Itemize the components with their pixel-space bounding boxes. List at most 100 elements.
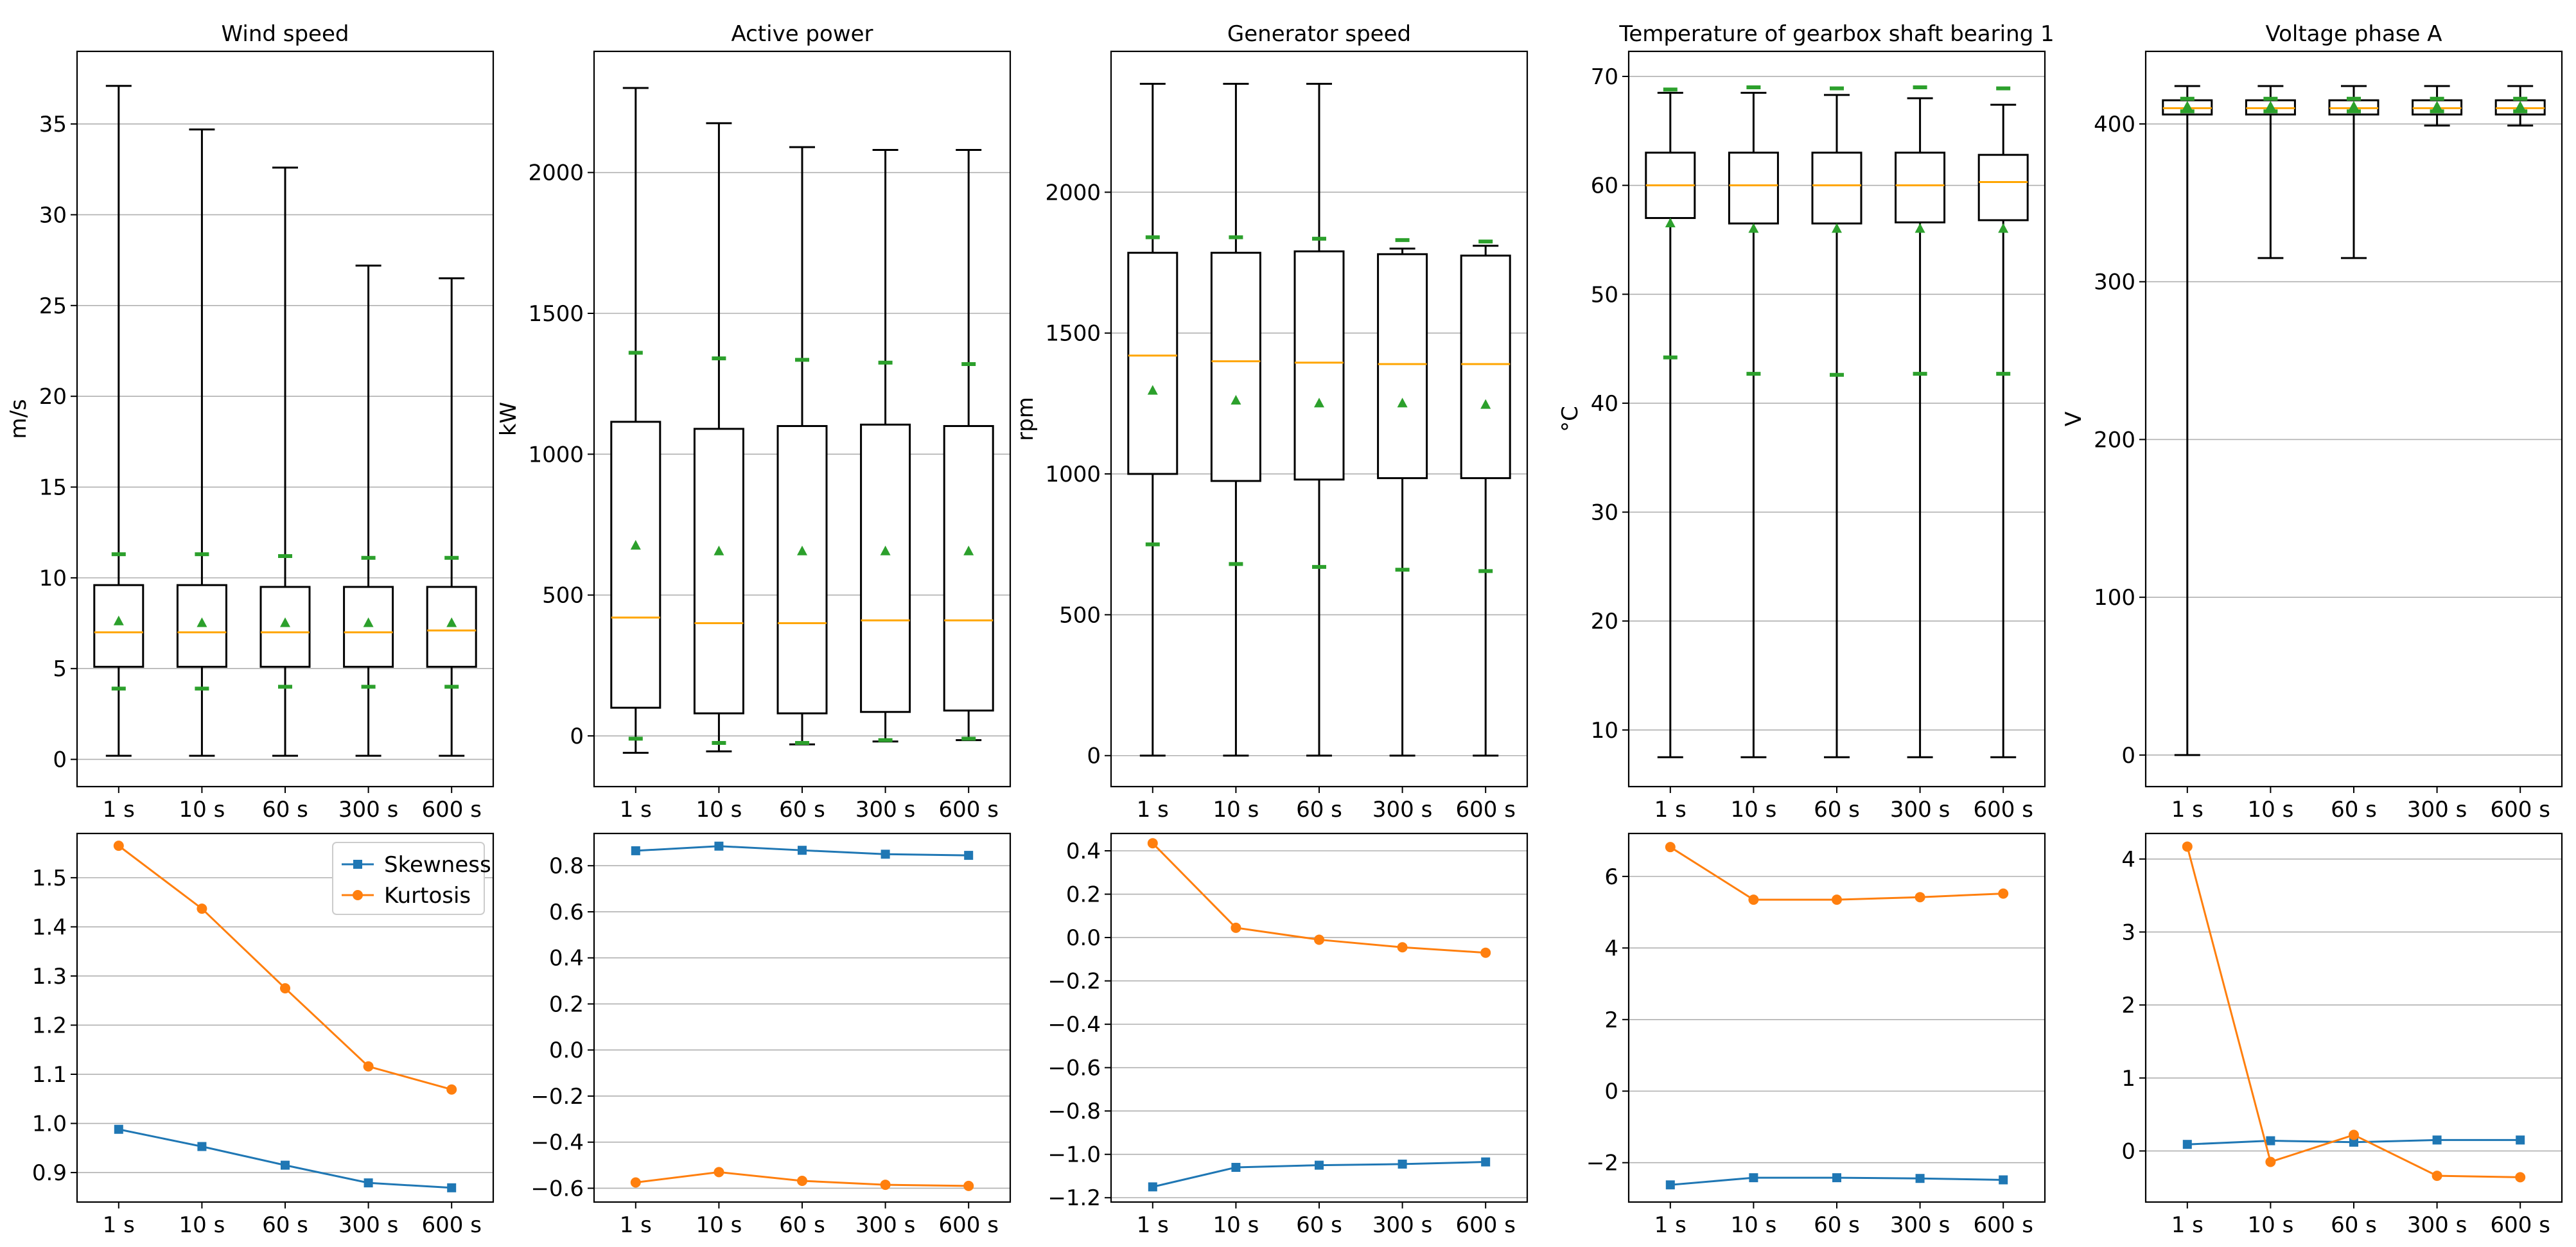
x-tick-label: 300 s — [855, 1212, 915, 1238]
iqr-box — [1127, 252, 1178, 475]
box-4 — [1977, 86, 2029, 758]
mean-marker — [113, 615, 124, 625]
iqr-box — [610, 421, 662, 709]
x-tick-label: 300 s — [1890, 1212, 1950, 1238]
y-tick-label: 0.2 — [549, 991, 584, 1017]
y-tick-label: 1.2 — [32, 1013, 67, 1038]
kurtosis-point — [797, 1175, 807, 1186]
x-tick-label: 10 s — [2248, 797, 2294, 823]
iqr-box — [693, 428, 744, 715]
boxplot-axes: 0 500 1000 1500 2000 1 s 10 s 60 s 300 s 600 s Act… — [496, 21, 1012, 823]
moments-frame — [1110, 832, 1529, 1203]
y-tick-label: −0.8 — [1047, 1099, 1101, 1124]
y-tick-label: −0.4 — [530, 1130, 584, 1156]
kurtosis-point — [2349, 1129, 2359, 1140]
y-tick-label: 1.3 — [32, 964, 67, 990]
y-tick-label: 2000 — [528, 161, 584, 186]
x-tick-label: 10 s — [696, 1212, 742, 1238]
mean-marker — [963, 545, 974, 555]
y-tick-label: 3 — [2121, 920, 2135, 945]
box-1 — [2245, 85, 2296, 259]
kurtosis-point — [2431, 1171, 2442, 1182]
moments-axes: −0.6 −0.4 −0.2 0.0 0.2 0.4 0.6 0.8 1 s 10 s 60 s 30… — [530, 832, 1012, 1238]
mean-marker — [2349, 100, 2359, 110]
kurtosis-point — [1314, 934, 1324, 945]
y-tick-label: 2000 — [1045, 180, 1101, 205]
x-tick-label: 600 s — [1455, 1212, 1515, 1238]
legend-label: Kurtosis — [384, 883, 471, 909]
x-tick-label: 60 s — [1296, 1212, 1342, 1238]
panel-2: 0 500 1000 1500 2000 1 s 10 s 60 s 300 s 600 s Gen… — [1013, 21, 1529, 1238]
y-tick-label: −0.2 — [530, 1084, 584, 1110]
x-tick-label: 60 s — [262, 1212, 308, 1238]
box-1 — [1728, 85, 1779, 758]
x-tick-label: 1 s — [620, 797, 652, 823]
x-tick-label: 10 s — [696, 797, 742, 823]
legend-item: Skewness — [342, 852, 491, 878]
x-tick-label: 60 s — [779, 797, 825, 823]
y-tick-label: 1000 — [528, 442, 584, 467]
x-tick-label: 60 s — [1296, 797, 1342, 823]
skewness-point — [1398, 1159, 1407, 1169]
y-tick-label: 0 — [570, 724, 584, 749]
x-tick-label: 300 s — [1372, 1212, 1432, 1238]
x-tick-label: 300 s — [2407, 797, 2467, 823]
kurtosis-point — [1231, 922, 1241, 933]
x-tick-label: 1 s — [2171, 797, 2204, 823]
skewness-point — [1315, 1160, 1324, 1170]
iqr-box — [1460, 254, 1511, 480]
panel-1: 0 500 1000 1500 2000 1 s 10 s 60 s 300 s 600 s Act… — [496, 21, 1012, 1238]
mean-marker — [1665, 218, 1676, 228]
mean-marker — [363, 617, 374, 627]
x-tick-label: 300 s — [2407, 1212, 2467, 1238]
moments-axes: 0.9 1.0 1.1 1.2 1.3 1.4 1.5 1 s 10 s 60 s 300 s 600… — [32, 832, 495, 1238]
x-tick-label: 60 s — [2331, 797, 2377, 823]
panel-4: 0 100 200 300 400 1 s 10 s 60 s 300 s 600 s Voltag… — [2061, 21, 2563, 1238]
y-tick-label: 1.4 — [32, 914, 67, 940]
box-0 — [1645, 87, 1696, 758]
kurtosis-point — [1748, 894, 1759, 905]
iqr-box — [1728, 152, 1779, 225]
y-tick-label: 15 — [39, 475, 67, 501]
skewness-point — [2266, 1136, 2275, 1146]
y-tick-label: 2 — [1604, 1007, 1618, 1033]
x-tick-label: 600 s — [1973, 797, 2033, 823]
box-1 — [176, 128, 227, 757]
kurtosis-point — [280, 983, 290, 994]
x-tick-label: 300 s — [338, 797, 398, 823]
skewness-point — [1999, 1175, 2008, 1185]
kurtosis-point — [1998, 888, 2009, 899]
panel-title: Active power — [731, 21, 873, 47]
y-tick-label: 1500 — [528, 301, 584, 327]
mean-marker — [197, 617, 207, 627]
box-3 — [2412, 85, 2463, 126]
moments-axes: 0 1 2 3 4 1 s 10 s 60 s 300 s 600 s — [2121, 832, 2563, 1238]
mean-marker — [1914, 223, 1925, 233]
skewness-point — [1832, 1173, 1841, 1183]
y-tick-label: 400 — [2094, 112, 2135, 137]
y-axis-label: kW — [496, 402, 521, 436]
moments-frame — [2144, 832, 2563, 1203]
y-tick-label: −2 — [1586, 1151, 1618, 1176]
y-tick-label: −1.2 — [1047, 1185, 1101, 1211]
x-tick-label: 10 s — [1213, 1212, 1259, 1238]
box-0 — [610, 87, 662, 754]
iqr-box — [1210, 252, 1261, 482]
panel-title: Wind speed — [222, 21, 349, 47]
kurtosis-line — [2186, 846, 2521, 1178]
y-axis-label: °C — [1557, 406, 1583, 432]
mean-marker — [1397, 397, 1408, 408]
box-4 — [1460, 240, 1511, 757]
y-tick-label: 1500 — [1045, 321, 1101, 347]
y-tick-label: 0.2 — [1066, 882, 1101, 908]
mean-marker — [446, 617, 457, 627]
x-tick-label: 300 s — [855, 797, 915, 823]
x-tick-label: 1 s — [1137, 1212, 1169, 1238]
panel-title: Generator speed — [1227, 21, 1411, 47]
y-tick-label: 70 — [1591, 64, 1618, 90]
x-tick-label: 60 s — [1814, 1212, 1860, 1238]
y-tick-label: 0 — [2121, 743, 2135, 769]
y-tick-label: 0.8 — [549, 853, 584, 879]
y-tick-label: 0 — [1087, 744, 1101, 769]
kurtosis-point — [446, 1084, 457, 1095]
